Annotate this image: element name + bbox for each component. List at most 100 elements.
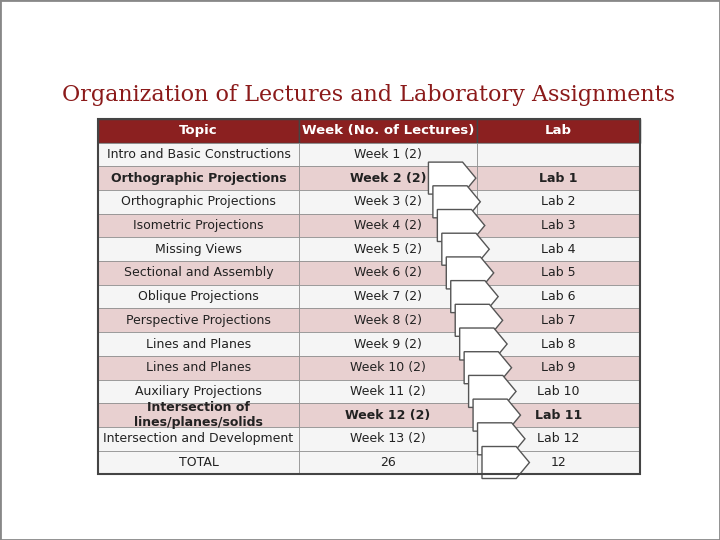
Bar (99, 308, 299, 332)
Polygon shape (477, 423, 525, 455)
Polygon shape (446, 257, 494, 289)
Polygon shape (482, 447, 529, 478)
Text: Week 13 (2): Week 13 (2) (350, 433, 426, 446)
Text: Orthographic Projections: Orthographic Projections (121, 195, 276, 208)
Text: Week 3 (2): Week 3 (2) (354, 195, 422, 208)
Bar (477, 427, 639, 451)
Bar (477, 380, 639, 403)
Text: 26: 26 (380, 456, 396, 469)
Bar (99, 451, 299, 474)
Text: Lab 1: Lab 1 (539, 172, 577, 185)
Text: Lab 4: Lab 4 (541, 242, 576, 256)
Bar (477, 190, 639, 214)
Bar (99, 190, 299, 214)
Bar (299, 308, 477, 332)
Text: Lab 12: Lab 12 (537, 433, 580, 446)
Bar (477, 332, 639, 356)
Text: Sectional and Assembly: Sectional and Assembly (124, 266, 274, 279)
Bar (477, 403, 639, 427)
Text: Week 7 (2): Week 7 (2) (354, 290, 422, 303)
Bar (477, 238, 639, 261)
Bar (477, 356, 639, 380)
Bar (299, 238, 477, 261)
Bar (477, 166, 639, 190)
Bar (299, 119, 477, 143)
Text: Orthographic Projections: Orthographic Projections (111, 172, 287, 185)
Bar (299, 403, 477, 427)
Bar (99, 380, 299, 403)
Bar (477, 285, 639, 308)
Text: Lines and Planes: Lines and Planes (146, 338, 251, 350)
Bar (477, 261, 639, 285)
Bar (477, 308, 639, 332)
Bar (99, 119, 639, 474)
Text: Week 12 (2): Week 12 (2) (346, 409, 431, 422)
Bar (299, 427, 477, 451)
Text: Intersection of
lines/planes/solids: Intersection of lines/planes/solids (134, 401, 263, 429)
Text: TOTAL: TOTAL (179, 456, 218, 469)
Bar (299, 261, 477, 285)
Text: Week 6 (2): Week 6 (2) (354, 266, 422, 279)
Polygon shape (442, 233, 490, 265)
Text: Lab 6: Lab 6 (541, 290, 576, 303)
Bar (99, 143, 299, 166)
Bar (99, 238, 299, 261)
Text: Week 11 (2): Week 11 (2) (350, 385, 426, 398)
Text: Topic: Topic (179, 124, 218, 137)
Bar (99, 166, 299, 190)
Bar (99, 214, 299, 238)
Bar (299, 214, 477, 238)
Polygon shape (469, 375, 516, 407)
Bar (299, 332, 477, 356)
Polygon shape (433, 186, 480, 218)
Text: Lab: Lab (545, 124, 572, 137)
Text: Lab 8: Lab 8 (541, 338, 576, 350)
Text: Lab 3: Lab 3 (541, 219, 576, 232)
Polygon shape (428, 162, 476, 194)
Bar (477, 119, 639, 143)
Text: Week 10 (2): Week 10 (2) (350, 361, 426, 374)
Bar (99, 261, 299, 285)
Text: Lab 10: Lab 10 (537, 385, 580, 398)
Text: Lab 11: Lab 11 (535, 409, 582, 422)
Bar (477, 143, 639, 166)
Polygon shape (473, 399, 521, 431)
Text: Lab 9: Lab 9 (541, 361, 576, 374)
Bar (99, 119, 299, 143)
Text: Week (No. of Lectures): Week (No. of Lectures) (302, 124, 474, 137)
Bar (299, 166, 477, 190)
Bar (299, 143, 477, 166)
Bar (99, 285, 299, 308)
Text: Week 1 (2): Week 1 (2) (354, 148, 422, 161)
Bar (99, 403, 299, 427)
Text: Oblique Projections: Oblique Projections (138, 290, 259, 303)
Bar (99, 332, 299, 356)
Polygon shape (455, 305, 503, 336)
Text: Organization of Lectures and Laboratory Assignments: Organization of Lectures and Laboratory … (63, 84, 675, 105)
Text: Week 8 (2): Week 8 (2) (354, 314, 422, 327)
Bar (99, 356, 299, 380)
Text: Intro and Basic Constructions: Intro and Basic Constructions (107, 148, 290, 161)
Bar (299, 190, 477, 214)
Text: 12: 12 (551, 456, 567, 469)
Polygon shape (451, 281, 498, 313)
Text: Missing Views: Missing Views (155, 242, 242, 256)
Polygon shape (437, 210, 485, 241)
Bar (299, 285, 477, 308)
Bar (477, 451, 639, 474)
Text: Intersection and Development: Intersection and Development (104, 433, 294, 446)
Text: Auxiliary Projections: Auxiliary Projections (135, 385, 262, 398)
Polygon shape (459, 328, 507, 360)
Text: Lines and Planes: Lines and Planes (146, 361, 251, 374)
Text: Week 9 (2): Week 9 (2) (354, 338, 422, 350)
Text: Week 2 (2): Week 2 (2) (350, 172, 426, 185)
Text: Lab 2: Lab 2 (541, 195, 576, 208)
Bar (299, 380, 477, 403)
Bar (299, 356, 477, 380)
Bar (299, 451, 477, 474)
Bar (99, 427, 299, 451)
Text: Perspective Projections: Perspective Projections (126, 314, 271, 327)
Text: Week 4 (2): Week 4 (2) (354, 219, 422, 232)
Polygon shape (464, 352, 512, 384)
Bar (477, 214, 639, 238)
